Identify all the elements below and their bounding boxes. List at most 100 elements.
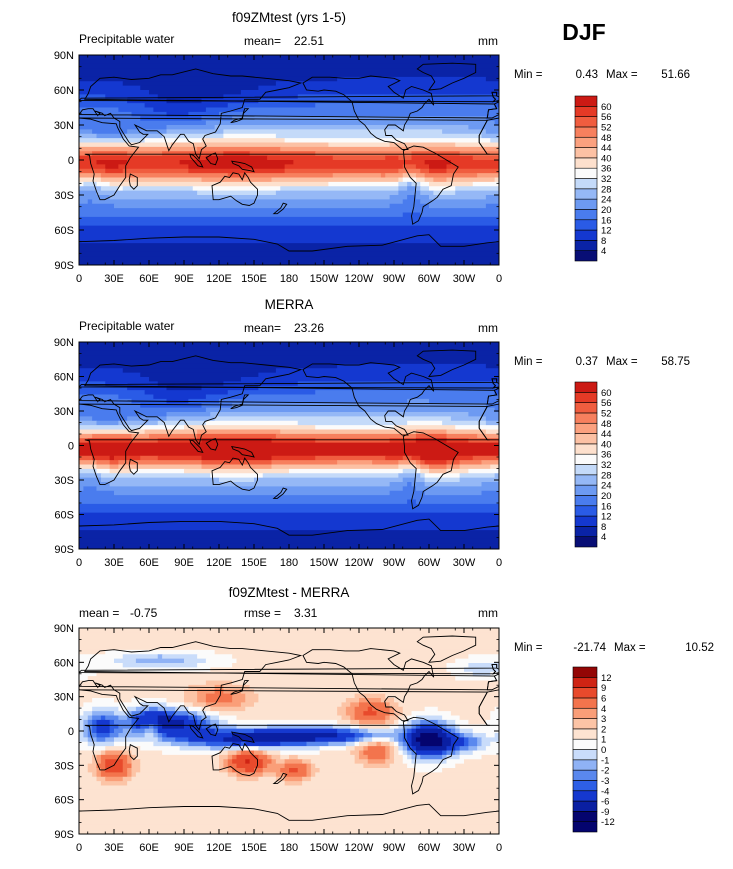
colorbar-label: -2 [601,766,609,777]
field-cell [92,759,98,765]
colorbar-label: 28 [601,184,612,195]
colorbar-box [574,219,598,231]
field-cell [420,212,499,218]
field-cell [153,724,159,730]
colorbar-label: 24 [601,481,612,492]
field-cell [79,363,338,369]
field-cell [341,715,351,721]
field-cell [79,212,404,218]
y-tick-label: 60S [54,225,74,237]
field-cell [354,741,360,747]
field-cell [236,724,268,730]
field-cell [367,746,386,752]
field-cell [100,177,203,183]
field-cell [411,719,421,725]
field-cell [83,711,93,717]
field-cell [345,737,356,743]
field-cell [96,420,119,426]
field-cell [350,728,360,734]
field-cell [223,759,229,765]
x-tick-label: 120W [345,842,374,854]
map-axes: 0 30E 60E 90E 120E 150E 180 150W 120W 90W 60W 30W 09… [54,623,502,854]
field-cell [114,737,159,743]
coastline-australia [211,742,258,777]
field-cell [157,724,163,730]
field-cell [214,728,255,734]
field-cell [429,186,456,192]
field-cell [455,724,461,730]
field-cell [79,359,499,365]
field-cell [490,464,499,470]
field-cell [271,438,316,444]
field-cell [293,160,426,165]
field-cell [223,746,242,752]
field-cell [464,667,499,673]
field-cell [122,768,128,773]
coastline-britain [491,378,499,389]
field-cell [446,663,469,668]
colorbar-box [572,666,598,678]
field-cell [389,724,399,730]
colorbar-label: -12 [601,817,615,828]
coastline-greenland [416,62,477,91]
colorbar-label: 24 [601,195,612,206]
field-cell [96,181,111,187]
colorbar-box [572,790,598,802]
field-cell [227,173,246,179]
field-cell [201,724,211,730]
field-cell [485,719,499,725]
field-cell [389,142,456,148]
field-cell [271,177,399,183]
field-cell [188,741,207,747]
max-value: 51.66 [661,69,690,81]
field-cell [411,746,417,752]
colorbar-box [574,188,598,200]
field-cell [236,715,343,721]
field-cell [118,186,124,192]
field-cell [118,420,159,426]
field-cell [367,759,386,765]
field-cell [402,706,426,712]
field-cell [245,698,259,703]
field-cell [433,190,456,196]
field-cell [310,772,316,778]
colorbar-label: 44 [601,429,612,440]
field-cell [289,754,299,760]
field-cell [494,177,499,183]
coastline-samerica [402,431,459,510]
field-cell [149,90,242,95]
field-cell [140,85,259,91]
field-cell [192,186,281,192]
min-label: Min = [514,69,543,81]
field-cell [481,482,499,487]
field-cell [464,741,469,747]
field-cell [490,671,499,677]
field-cell [122,776,133,782]
field-cell [153,733,159,738]
field-cell [201,460,273,466]
max-label: Max = [606,356,638,368]
field-cell [227,763,238,769]
field-cell [92,151,128,157]
season-label: DJF [562,19,605,45]
field-cell [184,719,198,725]
field-cell [79,719,84,725]
field-cell [109,464,119,470]
field-cell [114,455,141,461]
field-cell [319,746,347,752]
field-cell [249,684,499,690]
field-cell [210,724,220,730]
field-cell [302,759,312,765]
field-cell [79,368,124,374]
field-cell [442,715,461,721]
field-cell [372,737,391,743]
field-cell [407,763,456,769]
colorbar-box [574,126,598,138]
field-cell [328,181,399,187]
x-tick-label: 0 [496,557,502,569]
field-cell [240,377,499,382]
field-cell [232,116,487,122]
field-cell [245,706,338,712]
field-cell [149,706,159,712]
field-cell [79,103,146,109]
